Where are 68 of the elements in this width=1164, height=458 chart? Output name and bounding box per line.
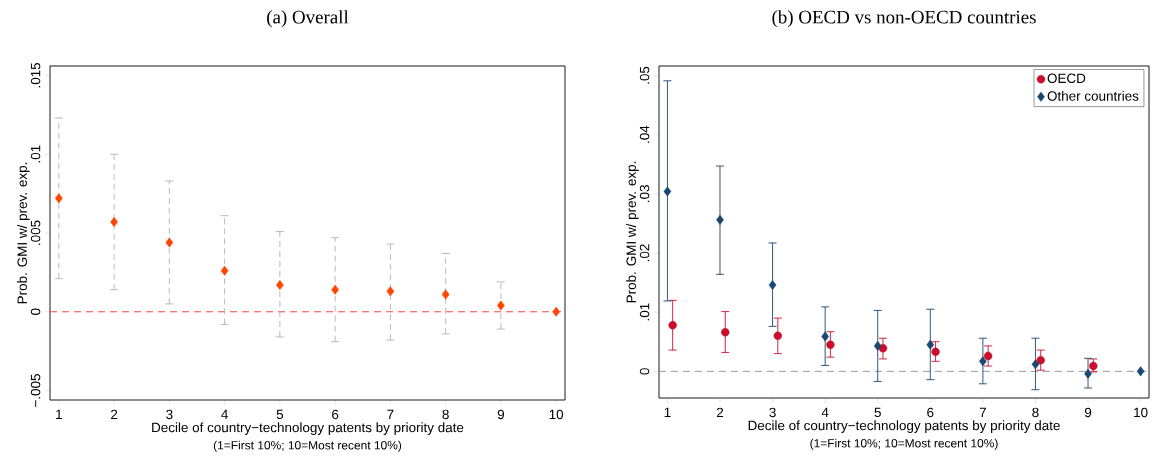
chart-title: (a) Overall <box>267 10 349 28</box>
point <box>773 331 783 341</box>
x-axis-title: Decile of country−technology patents by priority date <box>152 422 464 435</box>
point <box>826 340 835 349</box>
x-tick-label: 4 <box>821 407 829 417</box>
point <box>716 214 724 225</box>
point <box>873 340 882 351</box>
x-tick-label: 2 <box>716 407 724 418</box>
y-tick-label: 0 <box>639 368 650 375</box>
chart-title: (b) OECD vs non-OECD countries <box>772 10 1036 28</box>
point <box>1031 359 1040 370</box>
x-tick-label: 1 <box>664 407 671 417</box>
y-axis-title: Prob. GMI w/ prev. exp. <box>626 161 639 303</box>
y-axis-title: Prob. GMI w/ prev. exp. <box>17 162 30 304</box>
y-tick-label: .04 <box>639 125 650 143</box>
point <box>441 289 450 300</box>
point <box>721 328 730 337</box>
point <box>668 321 677 330</box>
point <box>926 339 935 350</box>
point <box>55 193 63 204</box>
point <box>497 300 505 311</box>
x-tick-label: 2 <box>111 409 118 420</box>
x-tick-label: 4 <box>221 409 228 419</box>
x-tick-label: 10 <box>1134 407 1148 418</box>
point <box>165 237 174 248</box>
x-tick-label: 1 <box>56 409 62 419</box>
point <box>386 286 395 297</box>
point <box>110 216 118 227</box>
x-tick-label: 3 <box>769 407 776 418</box>
point <box>331 284 339 295</box>
y-tick-label: 0 <box>30 308 41 315</box>
point <box>931 347 940 357</box>
x-tick-label: 7 <box>979 407 986 417</box>
x-tick-label: 9 <box>1084 407 1092 418</box>
point <box>220 265 229 276</box>
text: (1=First 10%; 10=Most recent 10%) <box>810 438 998 450</box>
y-tick-label: .01 <box>30 145 41 163</box>
y-tick-label: .015 <box>30 62 41 88</box>
x-tick-label: 9 <box>497 409 505 420</box>
point <box>552 306 560 317</box>
y-tick-label: −.005 <box>30 374 41 407</box>
y-tick-label: .05 <box>639 66 650 84</box>
point <box>663 186 672 197</box>
x-tick-label: 3 <box>166 409 173 420</box>
text: (1=First 10%; 10=Most recent 10%) <box>213 440 402 452</box>
point <box>821 331 829 342</box>
point <box>979 356 987 367</box>
point <box>983 351 993 361</box>
point <box>276 279 284 290</box>
point <box>1084 368 1092 379</box>
y-tick-label: .02 <box>639 244 650 262</box>
x-tick-label: 6 <box>332 409 339 420</box>
legend-label: OECD <box>1047 73 1086 84</box>
x-tick-label: 5 <box>276 409 284 420</box>
x-axis-title: Decile of country−technology patents by priority date <box>748 420 1060 433</box>
x-tick-label: 6 <box>927 407 934 418</box>
x-tick-label: 10 <box>549 409 564 420</box>
point <box>1036 355 1045 365</box>
point <box>768 279 777 290</box>
y-tick-label: .03 <box>639 185 650 202</box>
legend-label: Other countries <box>1047 90 1139 101</box>
y-tick-label: .01 <box>639 303 650 321</box>
x-tick-label: 7 <box>387 409 394 419</box>
point <box>1136 366 1145 377</box>
x-tick-label: 5 <box>874 407 881 418</box>
x-tick-label: 8 <box>1032 407 1039 418</box>
x-tick-label: 8 <box>442 409 449 420</box>
y-tick-label: .005 <box>30 220 41 245</box>
